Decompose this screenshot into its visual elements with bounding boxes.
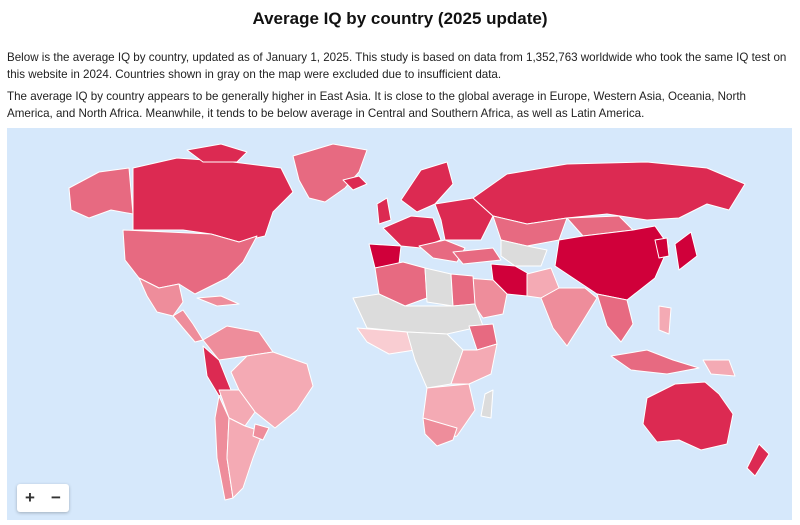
libya[interactable] (424, 267, 454, 307)
papua-new-guinea[interactable] (702, 359, 736, 377)
southeast-asia[interactable] (596, 293, 634, 343)
central-asia[interactable] (500, 239, 548, 267)
west-africa[interactable] (356, 327, 416, 355)
turkey[interactable] (452, 247, 502, 265)
south-africa[interactable] (422, 417, 458, 447)
caribbean[interactable] (196, 295, 240, 307)
united-kingdom[interactable] (376, 197, 392, 225)
india[interactable] (540, 287, 598, 347)
australia[interactable] (642, 381, 734, 451)
scandinavia[interactable] (400, 161, 454, 213)
alaska[interactable] (68, 167, 134, 219)
world-map[interactable]: + − (7, 128, 792, 520)
brazil[interactable] (230, 351, 314, 429)
new-zealand[interactable] (746, 443, 770, 477)
greenland[interactable] (292, 143, 368, 203)
egypt[interactable] (450, 273, 476, 307)
uruguay[interactable] (252, 423, 270, 441)
iceland[interactable] (342, 175, 368, 191)
zoom-in-button[interactable]: + (25, 488, 35, 507)
zoom-control: + − (17, 484, 69, 512)
map-canvas[interactable] (7, 128, 792, 520)
mexico[interactable] (138, 277, 184, 317)
korea[interactable] (654, 237, 670, 259)
zoom-out-button[interactable]: − (51, 488, 61, 507)
intro-paragraph: Below is the average IQ by country, upda… (7, 51, 787, 81)
east-africa[interactable] (450, 343, 498, 385)
philippines[interactable] (658, 305, 672, 335)
china[interactable] (554, 225, 670, 301)
page-title: Average IQ by country (2025 update) (252, 9, 548, 28)
central-america[interactable] (172, 309, 204, 343)
argentina[interactable] (226, 417, 264, 499)
indonesia[interactable] (610, 349, 700, 375)
russia[interactable] (472, 161, 746, 225)
summary-paragraph: The average IQ by country appears to be … (7, 90, 746, 120)
canada[interactable] (132, 157, 294, 243)
madagascar[interactable] (480, 389, 494, 419)
japan[interactable] (674, 231, 698, 271)
canada-islands[interactable] (186, 143, 248, 163)
